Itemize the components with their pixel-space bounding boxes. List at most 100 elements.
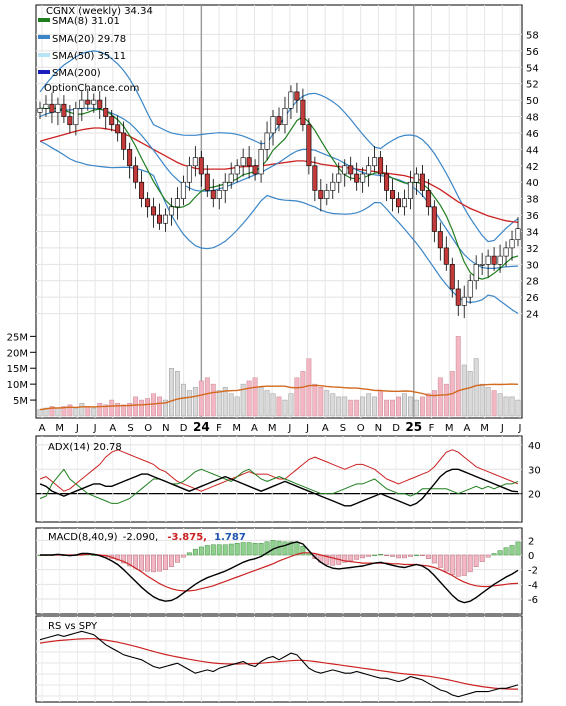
volume-bar (55, 407, 61, 417)
volume-bar (228, 393, 234, 417)
candle-body (366, 165, 372, 175)
candle-body (467, 280, 473, 298)
svg-text:SMA(8) 31.01: SMA(8) 31.01 (52, 16, 120, 27)
candle-body (210, 190, 216, 199)
candle-body (121, 132, 127, 150)
candle-body (401, 198, 407, 208)
candle-body (276, 116, 282, 126)
price-panel: 24 26 28 30 32 34 36 38 40 42 44 46 48 50 52 54 56 58 25M… (7, 4, 539, 419)
macd-histogram-bar (264, 541, 270, 556)
macd-histogram-bar (491, 553, 497, 556)
candle-body (336, 173, 342, 183)
y-tick-label: 20 (528, 490, 541, 501)
y-tick-label: 28 (526, 277, 539, 288)
svg-text:SMA(20) 29.78: SMA(20) 29.78 (52, 34, 126, 45)
volume-bar (300, 371, 306, 417)
y-tick-label: 50 (526, 96, 539, 107)
macd-panel: 2 0 -2 -4 -6 MACD(8,40,9) -2.090, -3.875, 1.… (35, 527, 538, 615)
candle-body (168, 206, 174, 216)
volume-bar (515, 399, 521, 417)
candle-body (270, 116, 276, 134)
month-label: J (75, 423, 79, 434)
macd-histogram-bar (408, 554, 413, 557)
macd-histogram-bar (431, 554, 437, 564)
candle-body (198, 157, 204, 175)
macd-histogram-bar (300, 545, 306, 556)
month-label: N (375, 423, 382, 434)
macd-histogram-bar (479, 554, 485, 562)
svg-text:SMA(200): SMA(200) (52, 68, 101, 79)
volume-bar (282, 399, 288, 417)
y-tick-label: 44 (526, 145, 539, 156)
candle-body (294, 91, 300, 101)
volume-bar (402, 393, 407, 417)
macd-histogram-bar (169, 554, 174, 567)
volume-bar (396, 396, 401, 417)
candle-body (473, 264, 479, 282)
volume-bar (67, 404, 73, 417)
candle-body (312, 165, 318, 191)
candle-body (55, 103, 61, 113)
month-label: A (322, 423, 329, 434)
macd-histogram-bar (115, 554, 121, 561)
volume-bar (318, 387, 324, 417)
month-label: S (340, 423, 346, 434)
volume-average-line (39, 383, 519, 411)
macd-histogram-bar (151, 554, 156, 573)
volume-bar (97, 403, 103, 417)
macd-histogram-bar (390, 554, 395, 557)
sma20-line (39, 107, 519, 269)
volume-bar (79, 403, 85, 417)
macd-histogram-bar (443, 554, 449, 572)
macd-histogram-bar (180, 554, 186, 558)
y-tick-label: 40 (526, 178, 539, 189)
candle-body (384, 173, 390, 191)
candle-body (449, 264, 455, 290)
volume-bar (204, 377, 210, 417)
macd-histogram-bar (258, 543, 264, 556)
candle-body (252, 165, 258, 175)
volume-bar (413, 399, 419, 417)
y-tick-label: 32 (526, 244, 539, 255)
month-label: F (429, 423, 435, 434)
volume-bar (467, 371, 473, 417)
macd-histogram-bar (139, 554, 145, 571)
candle-body (300, 99, 306, 126)
rs-panel: RS vs SPY (35, 615, 523, 703)
price-y-ticks: 24 26 28 30 32 34 36 38 40 42 44 46 48 50 52 54 56 58 (526, 30, 539, 320)
candle-body (43, 103, 49, 109)
candle-body (216, 190, 222, 199)
candle-body (515, 228, 521, 240)
macd-histogram-bar (288, 541, 294, 556)
month-label: D (392, 423, 400, 434)
macd-histogram-bar (425, 554, 431, 559)
macd-histogram-bar (246, 542, 252, 556)
candle-body (324, 190, 330, 199)
month-label: M (232, 423, 241, 434)
rs-title: RS vs SPY (48, 621, 98, 632)
volume-bar (174, 371, 180, 417)
candle-body (115, 124, 121, 134)
volume-bar (180, 383, 186, 417)
macd-histogram-bar (133, 554, 139, 569)
volume-bar (503, 396, 509, 417)
volume-bar (109, 399, 115, 417)
candle-body (497, 255, 503, 265)
volume-bar (443, 383, 449, 417)
macd-histogram-bar (192, 548, 198, 556)
macd-histogram-bar (360, 554, 366, 559)
month-label: S (127, 423, 133, 434)
macd-histogram-bar (509, 545, 515, 556)
volume-tick-label: 10M (7, 380, 28, 391)
macd-histogram-bar (437, 554, 443, 568)
macd-histogram-bar (455, 554, 461, 577)
volume-bar (186, 390, 192, 417)
adx-title: ADX(14) 20.78 (48, 442, 122, 453)
candle-body (372, 157, 378, 167)
volume-y-ticks: 25M 20M 15M 10M 5M (7, 332, 36, 407)
legend-item-sma8: SMA(8) 31.01 (38, 16, 120, 27)
volume-bar (246, 380, 252, 417)
candle-body (264, 132, 270, 150)
y-tick-label: 24 (526, 310, 539, 321)
y-tick-label: 46 (526, 129, 539, 140)
